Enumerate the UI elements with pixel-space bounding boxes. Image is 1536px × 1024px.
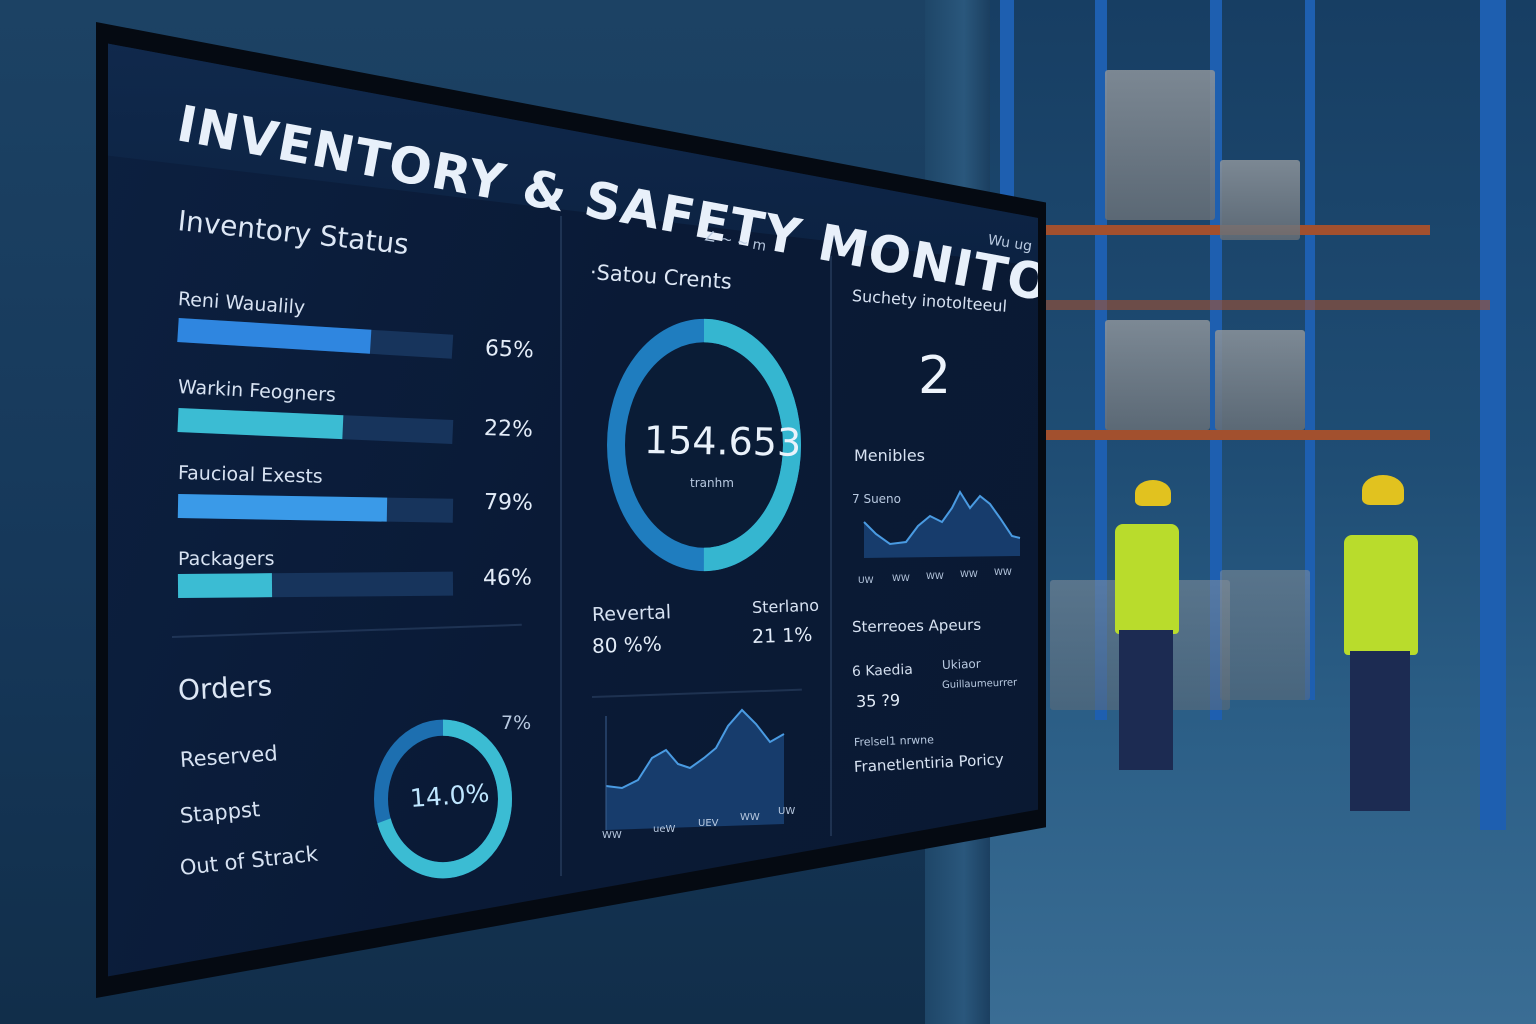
center-ring-value: 154.653 bbox=[643, 418, 802, 465]
column-divider bbox=[560, 216, 562, 876]
rack-upright bbox=[1305, 0, 1315, 700]
center-chart-tick: UEV bbox=[698, 818, 719, 829]
inventory-heading: Inventory Status bbox=[176, 204, 411, 262]
orders-ring-arc bbox=[374, 719, 512, 879]
inventory-percent-0: 65% bbox=[484, 336, 535, 364]
inventory-bar-fill bbox=[177, 573, 272, 598]
rack-upright bbox=[1480, 0, 1506, 830]
rack-shelf bbox=[1030, 300, 1490, 310]
center-area-chart bbox=[605, 708, 785, 830]
orders-ring-corner: 7% bbox=[501, 712, 532, 734]
stat-right-label: Sterlano bbox=[751, 595, 820, 617]
right-stat-a-label: 6 Kaedia bbox=[851, 661, 914, 680]
stat-left-label: Revertal bbox=[591, 601, 672, 626]
inventory-label-0: Reni Waualily bbox=[177, 288, 306, 319]
center-chart-tick: WW bbox=[602, 830, 622, 841]
center-ring-sub: tranhm bbox=[690, 476, 734, 490]
stat-left-value: 80 %% bbox=[591, 631, 663, 658]
center-ring-chart bbox=[607, 318, 801, 572]
pallet-box bbox=[1215, 330, 1305, 430]
inventory-percent-2: 79% bbox=[483, 490, 534, 516]
worker-figure bbox=[1340, 475, 1440, 815]
center-chart-tick: WW bbox=[740, 812, 760, 823]
right-big-number: 2 bbox=[918, 346, 952, 406]
right-area-chart bbox=[863, 489, 1021, 558]
right-footer-small: Frelsel1 nrwne bbox=[853, 733, 935, 749]
orders-item-2: Out of Strack bbox=[178, 841, 319, 880]
inventory-bar-2 bbox=[177, 494, 454, 523]
column-divider bbox=[830, 256, 832, 836]
right-stat-a-value: 35 ?9 bbox=[855, 690, 901, 711]
inventory-label-1: Warkin Feogners bbox=[177, 376, 337, 407]
center-ring-arc bbox=[607, 318, 801, 572]
orders-item-0: Reserved bbox=[179, 741, 279, 772]
area-chart-fill bbox=[864, 492, 1020, 558]
worker-figure bbox=[1105, 480, 1195, 780]
orders-item-1: Stappst bbox=[178, 797, 262, 828]
orders-ring-chart bbox=[374, 719, 512, 879]
inventory-bar-fill bbox=[177, 408, 344, 440]
right-chart-label: 7 Sueno bbox=[852, 492, 902, 506]
pallet-box bbox=[1220, 570, 1310, 700]
right-stat-b-value: Guillaumeurrer bbox=[941, 677, 1018, 691]
inventory-bar-0 bbox=[177, 318, 454, 359]
rack-shelf bbox=[1030, 430, 1430, 440]
right-footer-label: Franetlentiria Poricy bbox=[853, 750, 1005, 776]
stat-right-value: 21 1% bbox=[751, 623, 813, 648]
pallet-box bbox=[1220, 160, 1300, 240]
area-chart-fill bbox=[606, 710, 784, 830]
center-chart-tick: UW bbox=[778, 806, 796, 817]
inventory-bar-3 bbox=[177, 571, 454, 598]
inventory-bar-fill bbox=[177, 494, 388, 522]
right-chart-tick: UW bbox=[858, 576, 874, 586]
right-section-heading: Sterreoes Apeurs bbox=[851, 615, 982, 636]
rack-upright bbox=[1095, 0, 1107, 720]
inventory-percent-3: 46% bbox=[482, 565, 533, 591]
right-chart-tick: WW bbox=[994, 568, 1012, 578]
section-divider bbox=[171, 623, 522, 638]
orders-heading: Orders bbox=[177, 669, 273, 707]
warehouse-background bbox=[990, 0, 1536, 1024]
center-chart-tick: ueW bbox=[653, 824, 676, 835]
center-heading: ·Satou Crents bbox=[589, 260, 733, 294]
pallet-box bbox=[1105, 70, 1215, 220]
right-chart-tick: WW bbox=[960, 570, 978, 580]
orders-ring-value: 14.0% bbox=[408, 778, 491, 813]
inventory-percent-1: 22% bbox=[483, 416, 534, 443]
inventory-bar-fill bbox=[177, 318, 371, 354]
right-chart-tick: WW bbox=[926, 572, 944, 582]
right-stat-b-label: Ukiaor bbox=[941, 656, 981, 672]
inventory-bar-1 bbox=[177, 408, 454, 444]
pallet-box bbox=[1105, 320, 1210, 430]
area-chart-line bbox=[863, 489, 1021, 546]
inventory-label-3: Packagers bbox=[178, 548, 275, 570]
right-chart-tick: WW bbox=[892, 574, 910, 584]
right-chart-heading: Menibles bbox=[854, 446, 926, 465]
inventory-label-2: Faucioal Exests bbox=[177, 462, 324, 488]
area-chart-line bbox=[605, 708, 785, 790]
